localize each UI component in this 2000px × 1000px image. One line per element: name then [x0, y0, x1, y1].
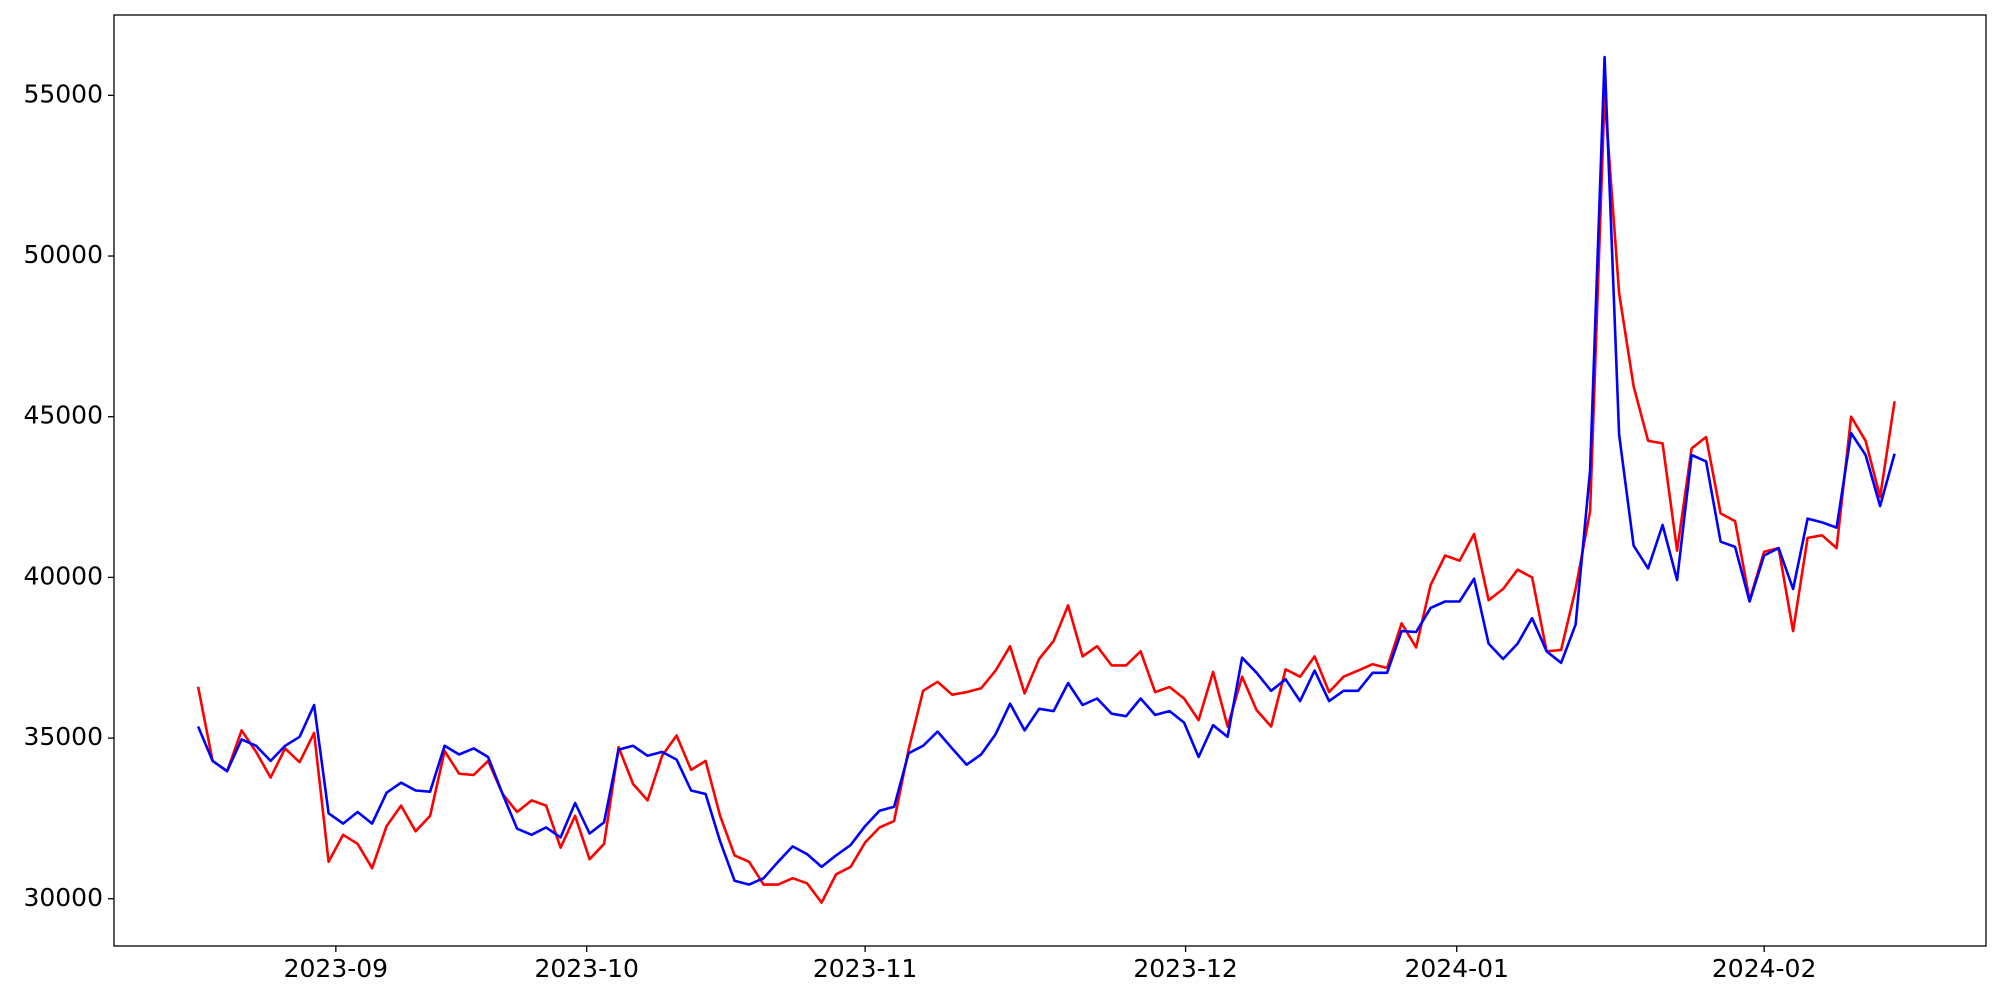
series-line	[196, 55, 1896, 886]
x-tick-label: 2023-10	[534, 954, 638, 983]
x-tick-label: 2023-09	[284, 954, 388, 983]
x-tick-label: 2023-11	[813, 954, 917, 983]
y-tick-label: 55000	[23, 79, 103, 108]
y-tick-label: 35000	[23, 722, 103, 751]
y-tick-label: 30000	[23, 883, 103, 912]
series-line	[196, 94, 1896, 904]
x-tick-label: 2023-12	[1133, 954, 1237, 983]
x-tick-label: 2024-01	[1405, 954, 1509, 983]
y-tick-label: 45000	[23, 401, 103, 430]
plot-frame	[113, 14, 1987, 947]
x-tick-label: 2024-02	[1712, 954, 1816, 983]
y-tick-label: 50000	[23, 240, 103, 269]
y-tick-label: 40000	[23, 561, 103, 590]
